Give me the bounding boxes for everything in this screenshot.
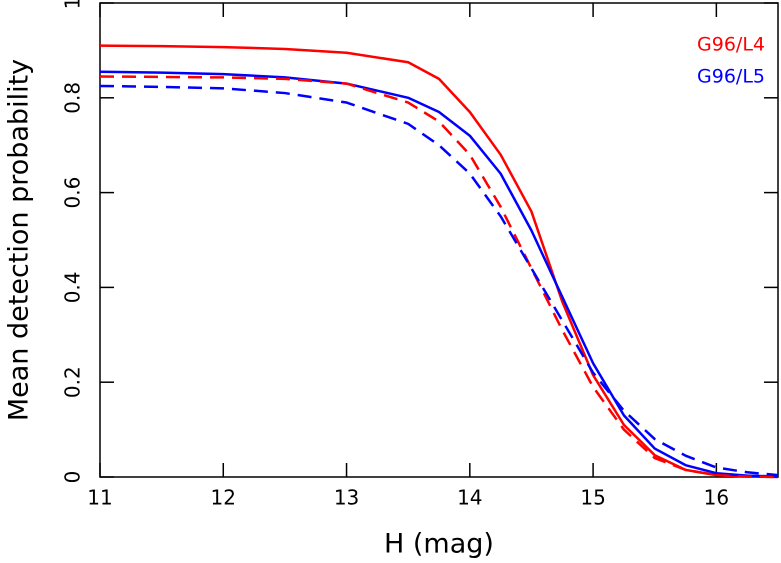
x-axis-label: H (mag) [384,529,494,560]
line-series [99,84,779,477]
y-tick-label: 0.6 [61,177,85,209]
x-tick-label: 13 [334,486,359,510]
y-tick-label: 0.2 [61,366,85,398]
x-tick-label: 15 [580,486,605,510]
y-tick-label: 0.4 [61,271,85,303]
legend-entry: G96/L5 [697,66,765,88]
x-tick-label: 11 [87,486,112,510]
line-series [99,75,779,479]
line-series [99,44,779,479]
y-tick-label: 0.8 [61,82,85,114]
y-tick-label: 1 [61,0,85,9]
y-axis-label: Mean detection probability [4,59,35,421]
y-tick-label: 0 [61,471,85,484]
plot-frame [99,2,779,478]
x-tick-label: 12 [211,486,236,510]
line-series [99,70,779,478]
x-tick-label: 16 [704,486,729,510]
legend-entry: G96/L4 [697,34,765,56]
x-tick-label: 14 [457,486,482,510]
